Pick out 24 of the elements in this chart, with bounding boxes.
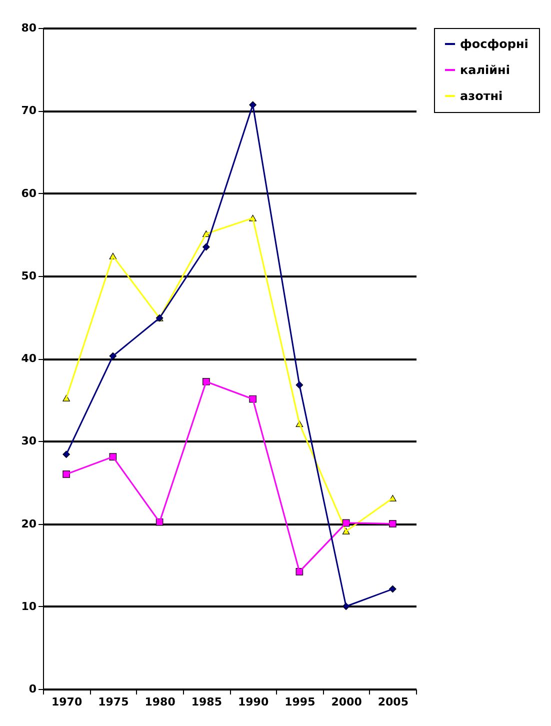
x-tick-label: 2000 <box>331 696 362 708</box>
legend-label: азотні <box>460 89 503 103</box>
x-tick-label: 1985 <box>191 696 222 708</box>
y-tick-label: 10 <box>21 600 37 613</box>
y-tick-label: 50 <box>21 269 37 282</box>
y-tick-label: 60 <box>21 186 37 200</box>
y-tick-label: 80 <box>21 22 37 34</box>
y-tick-label: 0 <box>28 682 37 696</box>
point <box>389 520 396 528</box>
x-tick-label: 2005 <box>378 696 408 708</box>
x-tick-label: 1975 <box>98 696 129 708</box>
x-tick-label: 1970 <box>52 696 82 708</box>
point <box>62 470 70 478</box>
y-tick-label: 30 <box>21 434 37 448</box>
x-tick-label: 1995 <box>284 696 316 708</box>
legend-label: фосфорні <box>460 37 528 51</box>
point <box>389 585 396 593</box>
x-tick-label: 1990 <box>238 696 269 708</box>
y-tick-label: 70 <box>21 104 37 118</box>
y-tick-label: 40 <box>21 352 37 365</box>
legend-label: калійні <box>460 63 510 77</box>
x-tick-label: 1980 <box>144 696 176 708</box>
y-tick-label: 20 <box>21 517 37 530</box>
point <box>62 394 70 402</box>
